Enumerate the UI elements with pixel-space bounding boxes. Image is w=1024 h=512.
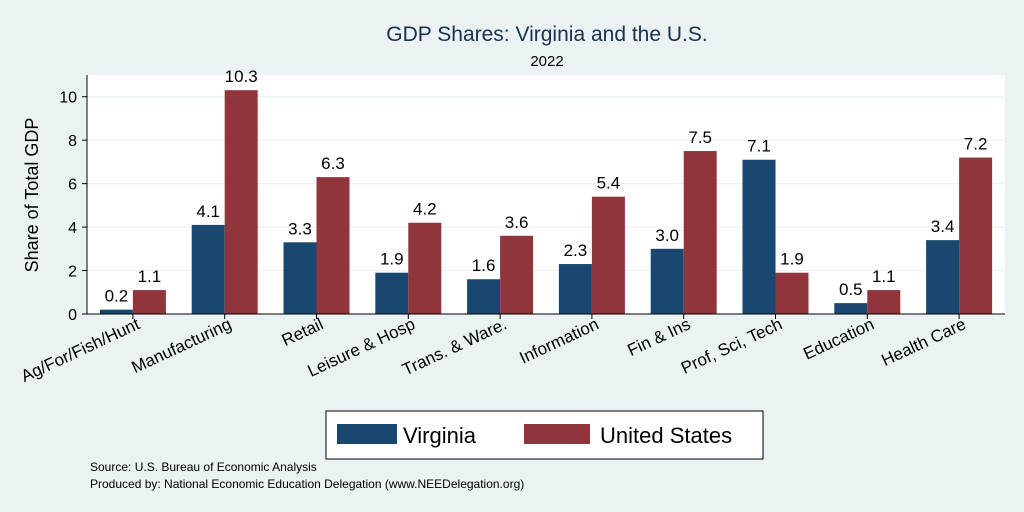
data-label: 7.2 bbox=[964, 135, 988, 154]
data-label: 4.2 bbox=[413, 200, 437, 219]
bar-virginia bbox=[467, 279, 501, 314]
data-label: 3.6 bbox=[505, 213, 529, 232]
bar-united-states bbox=[683, 151, 717, 314]
bars: 0.2 1.1 4.1 10.3 3.3 6.3 1.9 4.2 1.6 3.6 2.3 5.4 3.0… bbox=[99, 67, 993, 314]
data-label: 1.1 bbox=[872, 267, 896, 286]
data-label: 0.5 bbox=[839, 280, 863, 299]
data-label: 1.6 bbox=[472, 256, 496, 275]
y-tick-label: 10 bbox=[59, 90, 77, 107]
bar-virginia bbox=[926, 240, 960, 314]
legend-swatch-united-states bbox=[524, 424, 590, 444]
bar-united-states bbox=[132, 290, 166, 314]
bar-virginia bbox=[191, 224, 225, 314]
chart-title: GDP Shares: Virginia and the U.S. bbox=[386, 23, 707, 46]
y-axis-label: Share of Total GDP bbox=[22, 118, 42, 273]
data-label: 7.5 bbox=[688, 128, 712, 147]
x-tick-label: Ag/For/Fish/Hunt bbox=[18, 314, 143, 386]
x-tick-label: Trans. & Ware. bbox=[399, 314, 509, 379]
x-tick-label: Fin & Ins bbox=[625, 314, 694, 360]
y-tick-label: 8 bbox=[68, 133, 77, 150]
x-tick-label: Manufacturing bbox=[129, 314, 235, 377]
y-tick-label: 6 bbox=[68, 177, 77, 194]
bar-united-states bbox=[224, 90, 258, 314]
x-tick-label: Prof, Sci, Tech bbox=[678, 314, 785, 377]
data-label: 1.1 bbox=[138, 267, 162, 286]
data-label: 1.9 bbox=[780, 250, 804, 269]
bar-virginia bbox=[375, 272, 409, 314]
bar-virginia bbox=[558, 264, 592, 314]
data-label: 6.3 bbox=[321, 154, 345, 173]
x-tick-label: Health Care bbox=[879, 314, 969, 370]
y-tick-label: 0 bbox=[68, 307, 77, 324]
bar-virginia bbox=[742, 159, 776, 314]
bar-virginia bbox=[834, 303, 868, 314]
bar-united-states bbox=[408, 222, 442, 314]
data-label: 4.1 bbox=[196, 202, 220, 221]
data-label: 3.0 bbox=[655, 226, 679, 245]
y-tick-label: 2 bbox=[68, 264, 77, 281]
bar-virginia bbox=[283, 242, 317, 314]
data-label: 3.3 bbox=[288, 219, 312, 238]
data-label: 5.4 bbox=[597, 174, 621, 193]
x-tick-label: Education bbox=[800, 314, 877, 363]
bar-virginia bbox=[99, 309, 133, 314]
legend: Virginia United States bbox=[325, 410, 764, 460]
producer-note: Produced by: National Economic Education… bbox=[90, 477, 524, 491]
bar-united-states bbox=[867, 290, 901, 314]
bar-united-states bbox=[959, 157, 993, 314]
bar-united-states bbox=[500, 235, 534, 314]
source-note: Source: U.S. Bureau of Economic Analysis bbox=[90, 460, 317, 474]
data-label: 0.2 bbox=[105, 287, 129, 306]
data-label: 7.1 bbox=[747, 137, 771, 156]
legend-swatch-virginia bbox=[337, 424, 397, 444]
x-tick-label: Retail bbox=[279, 314, 326, 350]
x-tick-label: Information bbox=[516, 314, 601, 367]
data-label: 10.3 bbox=[225, 67, 258, 86]
bar-united-states bbox=[316, 177, 350, 314]
data-label: 1.9 bbox=[380, 250, 404, 269]
legend-label-united-states: United States bbox=[600, 423, 732, 448]
legend-label-virginia: Virginia bbox=[403, 423, 477, 448]
data-label: 2.3 bbox=[564, 241, 588, 260]
bar-united-states bbox=[591, 196, 625, 314]
data-label: 3.4 bbox=[931, 217, 955, 236]
chart-subtitle: 2022 bbox=[530, 53, 563, 70]
y-tick-label: 4 bbox=[68, 220, 77, 237]
bar-united-states bbox=[775, 272, 809, 314]
bar-virginia bbox=[650, 248, 684, 314]
